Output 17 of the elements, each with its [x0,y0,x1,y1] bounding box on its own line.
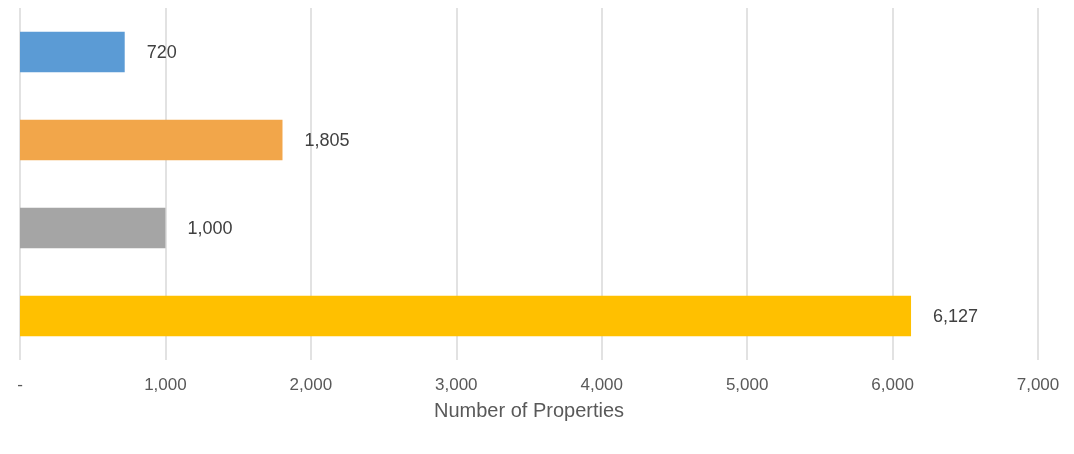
bar [20,295,912,337]
x-tick-label: 5,000 [725,375,769,394]
x-tick-label: 7,000 [1016,375,1060,394]
x-tick-label: 6,000 [871,375,914,394]
data-label: 6,127 [933,306,979,326]
x-tick-label: 4,000 [580,375,623,394]
x-axis-title: Number of Properties [433,399,625,421]
bar [20,119,283,161]
bar [20,31,125,73]
data-label: 720 [146,42,177,62]
x-tick-label: 3,000 [435,375,478,394]
x-tick-label: - [17,375,23,394]
bar [20,207,166,249]
x-tick-label: 1,000 [144,375,187,394]
x-tick-label: 2,000 [289,375,333,394]
data-label: 1,805 [304,130,350,150]
data-label: 1,000 [187,218,233,238]
